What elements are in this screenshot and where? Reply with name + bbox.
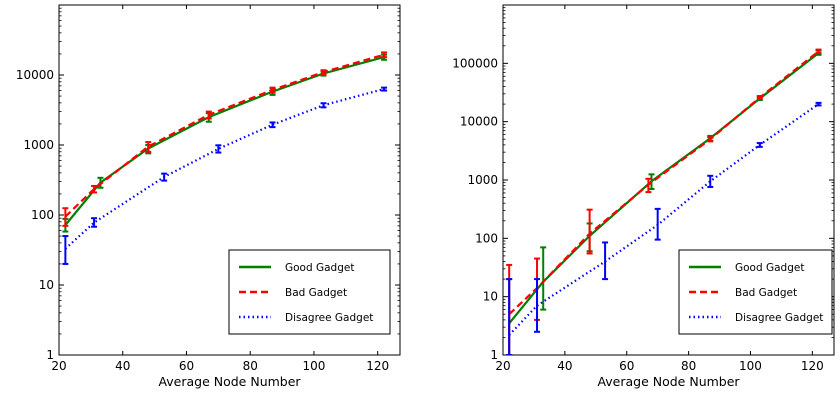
x-tick-label: 20 (495, 359, 510, 373)
right-chart-panel: 20 40 60 80 100 120110100100010000100000Avera… (452, 4, 835, 389)
y-tick-label: 10 (39, 278, 54, 292)
legend-label: Disagree Gadget (285, 312, 373, 324)
y-tick-label: 1000 (23, 138, 54, 152)
y-tick-label: 100 (475, 231, 498, 245)
x-tick-label: 120 (801, 359, 824, 373)
x-tick-label: 100 (303, 359, 326, 373)
x-tick-label: 100 (739, 359, 762, 373)
x-axis-label: Average Node Number (597, 374, 740, 389)
legend-label: Disagree Gadget (735, 312, 823, 324)
legend: Good Gadget Bad Gadget Disagree Gadget (228, 249, 391, 335)
legend: Good Gadget Bad Gadget Disagree Gadget (678, 249, 833, 335)
y-tick-label: 1 (490, 348, 498, 362)
x-axis-label: Average Node Number (158, 374, 301, 389)
legend-label: Good Gadget (285, 262, 354, 274)
legend-label: Good Gadget (735, 262, 804, 274)
legend-label: Bad Gadget (735, 287, 797, 299)
x-tick-label: 80 (681, 359, 696, 373)
x-tick-label: 60 (619, 359, 634, 373)
series-bad-gadget (62, 51, 388, 227)
plot-area (62, 51, 388, 265)
y-tick-label: 1 (46, 348, 54, 362)
y-tick-label: 1000 (467, 173, 498, 187)
x-tick-label: 20 (51, 359, 66, 373)
y-tick-label: 100000 (452, 56, 498, 70)
x-tick-label: 120 (366, 359, 389, 373)
series-disagree-gadget (62, 86, 388, 265)
y-tick-label: 10000 (16, 68, 54, 82)
series-disagree-gadget (506, 101, 822, 355)
y-tick-label: 100 (31, 208, 54, 222)
x-tick-label: 40 (115, 359, 130, 373)
y-tick-label: 10000 (460, 115, 498, 129)
x-tick-label: 40 (557, 359, 572, 373)
plot-area (506, 48, 822, 355)
y-tick-label: 10 (483, 290, 498, 304)
x-tick-label: 80 (243, 359, 258, 373)
x-tick-label: 60 (179, 359, 194, 373)
legend-label: Bad Gadget (285, 287, 347, 299)
